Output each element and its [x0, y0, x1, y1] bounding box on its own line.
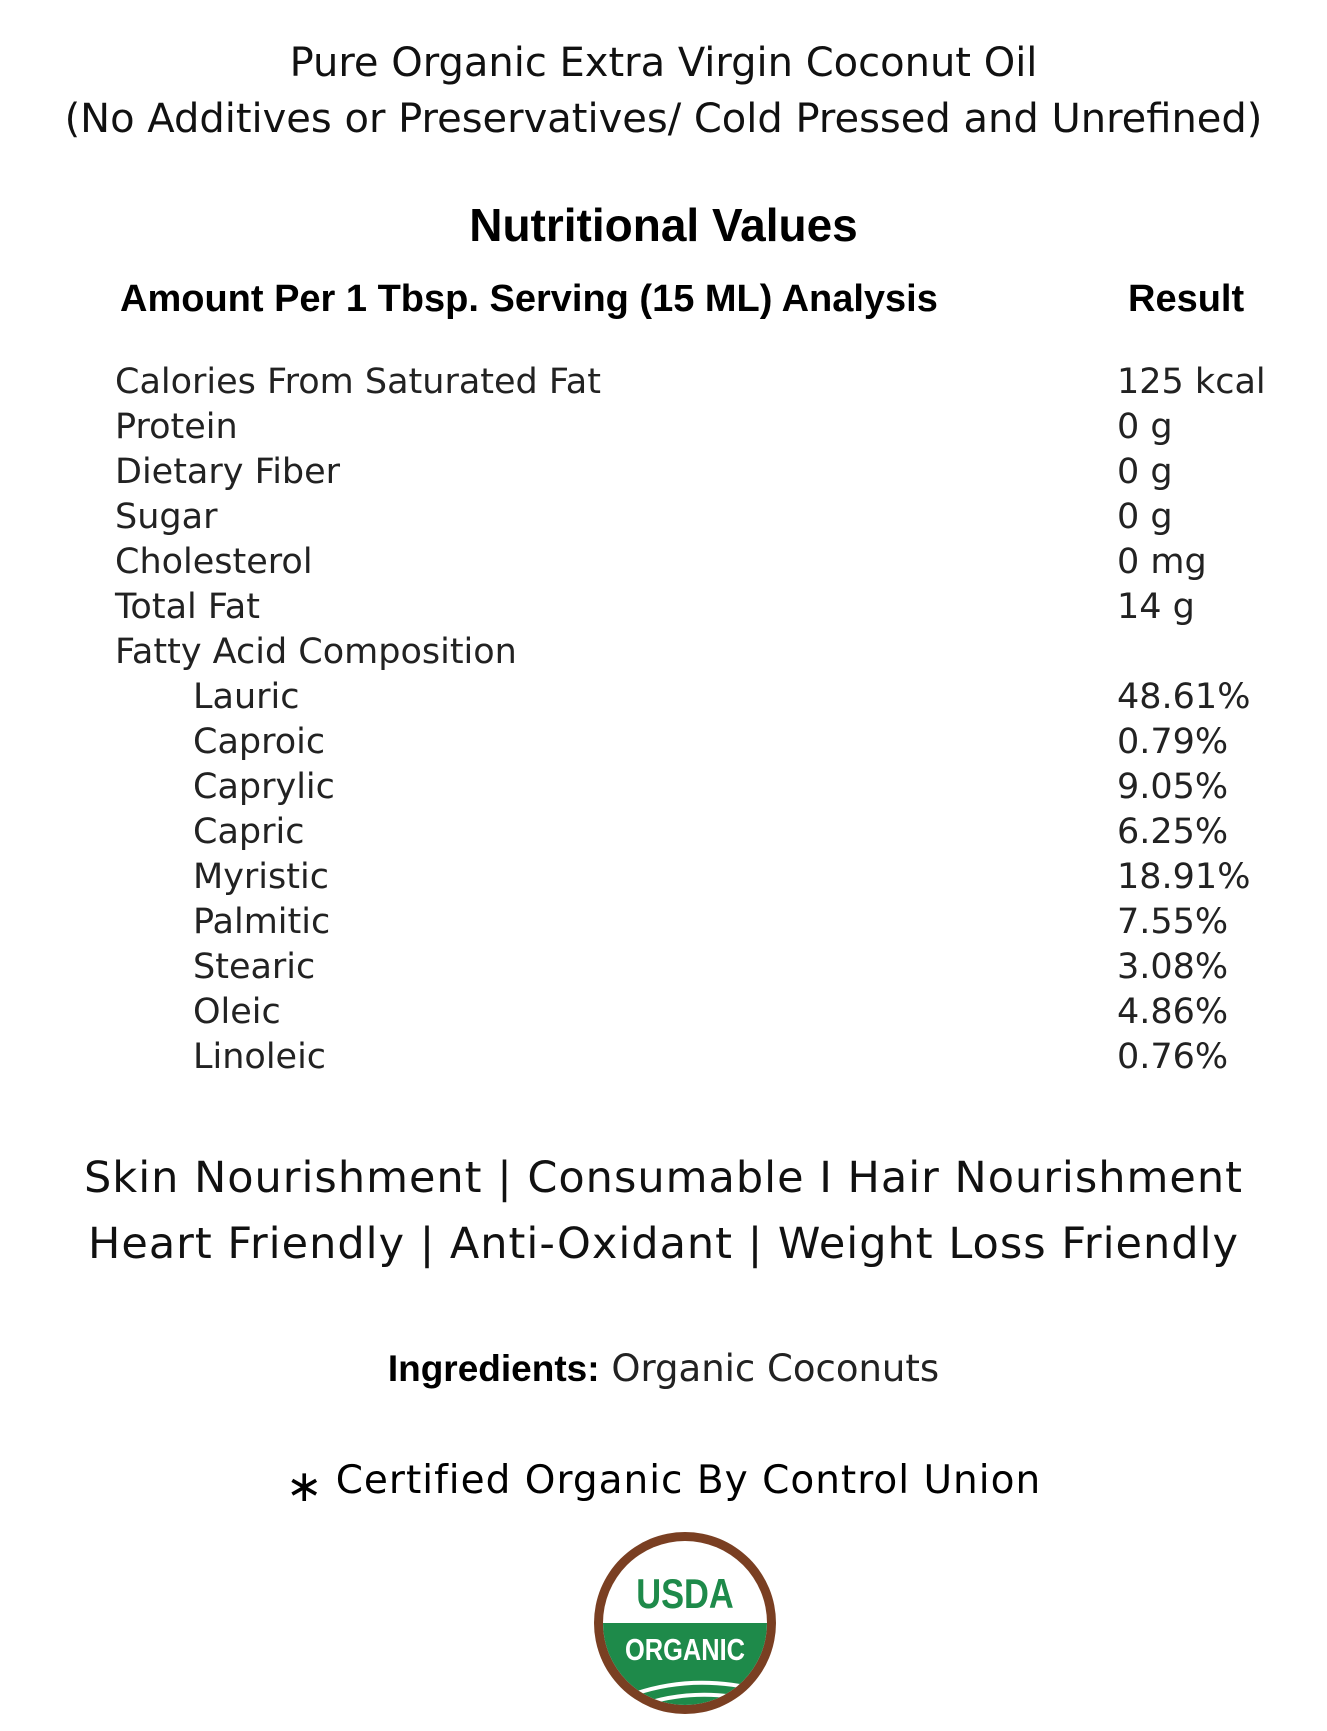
table-row: Total Fat 14 g [0, 587, 1327, 632]
table-row: Capric 6.25% [0, 812, 1327, 857]
row-value: 0.76% [1117, 1037, 1229, 1077]
seal-usda-text: USDA [636, 1570, 734, 1617]
table-row: Protein 0 g [0, 407, 1327, 452]
row-label: Oleic [193, 992, 281, 1032]
row-value: 0.79% [1117, 722, 1229, 762]
usda-organic-seal: USDA ORGANIC [590, 1528, 780, 1718]
row-value: 125 kcal [1117, 362, 1266, 402]
table-row: Sugar 0 g [0, 497, 1327, 542]
row-label: Linoleic [193, 1037, 327, 1077]
seal-organic-text: ORGANIC [624, 1632, 746, 1667]
table-row: Oleic 4.86% [0, 992, 1327, 1037]
row-value: 0 g [1117, 452, 1173, 492]
table-row: Palmitic 7.55% [0, 902, 1327, 947]
row-label: Cholesterol [115, 542, 313, 582]
benefits-line-1: Skin Nourishment | Consumable I Hair Nou… [84, 1153, 1243, 1203]
row-label: Caproic [193, 722, 326, 762]
seal-graphic [594, 1532, 776, 1714]
row-label: Lauric [193, 677, 300, 717]
row-value: 48.61% [1117, 677, 1251, 717]
row-value: 7.55% [1117, 902, 1229, 942]
ingredients-line: Ingredients: Organic Coconuts [0, 1347, 1327, 1390]
ingredients-value: Organic Coconuts [611, 1347, 940, 1390]
row-label: Caprylic [193, 767, 335, 807]
table-row: Stearic 3.08% [0, 947, 1327, 992]
table-row: Caproic 0.79% [0, 722, 1327, 767]
ingredients-label: Ingredients: [387, 1348, 600, 1389]
row-label: Myristic [193, 857, 329, 897]
row-value: 0 mg [1117, 542, 1207, 582]
row-value: 6.25% [1117, 812, 1229, 852]
product-subtitle: (No Additives or Preservatives/ Cold Pre… [64, 96, 1263, 142]
product-title: Pure Organic Extra Virgin Coconut Oil [289, 40, 1038, 86]
row-value: 3.08% [1117, 947, 1229, 987]
row-value: 0 g [1117, 497, 1173, 537]
certification-line: ∗ Certified Organic By Control Union [0, 1458, 1327, 1512]
table-row: Calories From Saturated Fat 125 kcal [0, 362, 1327, 407]
asterisk-icon: ∗ [285, 1461, 324, 1512]
row-label: Dietary Fiber [115, 452, 341, 492]
table-row: Cholesterol 0 mg [0, 542, 1327, 587]
nutritional-values-heading: Nutritional Values [469, 199, 858, 251]
row-label: Stearic [193, 947, 316, 987]
row-value: 18.91% [1117, 857, 1251, 897]
row-label: Calories From Saturated Fat [115, 362, 601, 402]
table-row: Lauric 48.61% [0, 677, 1327, 722]
table-row: Fatty Acid Composition [0, 632, 1327, 677]
row-label: Protein [115, 407, 238, 447]
result-column-header: Result [1128, 278, 1245, 320]
table-row: Myristic 18.91% [0, 857, 1327, 902]
row-value: 9.05% [1117, 767, 1229, 807]
table-row: Caprylic 9.05% [0, 767, 1327, 812]
table-row: Linoleic 0.76% [0, 1037, 1327, 1082]
row-value: 0 g [1117, 407, 1173, 447]
row-value: 4.86% [1117, 992, 1229, 1032]
row-value: 14 g [1117, 587, 1195, 627]
table-row: Dietary Fiber 0 g [0, 452, 1327, 497]
row-label: Sugar [115, 497, 218, 537]
amount-column-header: Amount Per 1 Tbsp. Serving (15 ML) Analy… [120, 278, 938, 320]
benefits-line-2: Heart Friendly | Anti-Oxidant | Weight L… [88, 1219, 1239, 1269]
row-label: Fatty Acid Composition [115, 632, 517, 672]
row-label: Capric [193, 812, 305, 852]
row-label: Total Fat [115, 587, 260, 627]
row-label: Palmitic [193, 902, 331, 942]
certification-text: Certified Organic By Control Union [335, 1458, 1042, 1503]
